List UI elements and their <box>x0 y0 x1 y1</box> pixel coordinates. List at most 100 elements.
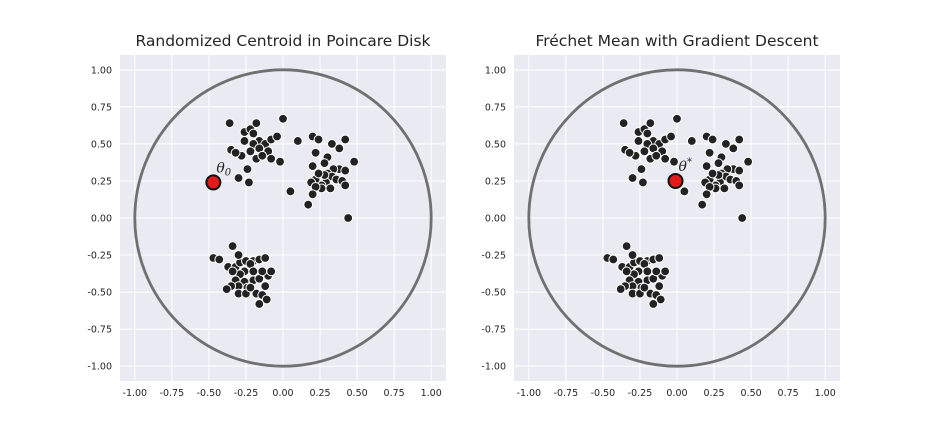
left-data-point-27 <box>340 134 351 145</box>
right-x-tick-label: 0.25 <box>703 388 724 399</box>
right-y-tick-label: -0.75 <box>481 325 506 336</box>
right-gridlines <box>514 55 840 381</box>
left-y-tick-label: -0.75 <box>87 325 112 336</box>
left-data-point-79 <box>266 266 277 277</box>
right-data-point-53 <box>701 189 712 200</box>
left-data-point-54 <box>303 199 314 210</box>
left-x-tick-label: -0.25 <box>234 388 259 399</box>
right-data-point-22 <box>638 177 648 188</box>
left-data-point-90 <box>261 294 272 305</box>
left-data-point-16 <box>230 147 241 158</box>
right-y-tick-label: 0.00 <box>485 214 506 225</box>
right-data-point-79 <box>660 266 671 277</box>
right-x-tick-label: 1.00 <box>815 388 836 399</box>
right-data-point-58 <box>608 254 619 265</box>
right-data-point-89 <box>654 281 665 292</box>
left-chart-title: Randomized Centroid in Poincare Disk <box>135 32 430 50</box>
left-data-point-0 <box>224 118 235 129</box>
left-y-tick-label: 0.75 <box>91 102 112 113</box>
left-data-point-59 <box>227 241 238 252</box>
right-data-point-7 <box>633 136 644 146</box>
left-x-tick-label: 0.00 <box>272 388 293 399</box>
left-data-point-50 <box>325 183 336 194</box>
left-data-point-67 <box>233 250 244 260</box>
right-x-tick-label: 0.00 <box>666 388 687 399</box>
right-data-point-66 <box>654 253 665 263</box>
left-x-tick-label: -0.50 <box>197 388 222 399</box>
right-y-tick-label: 1.00 <box>485 65 506 76</box>
left-y-tick-label: 1.00 <box>91 65 112 76</box>
left-data-point-47 <box>313 168 324 179</box>
right-data-point-29 <box>686 136 697 146</box>
right-data-point-59 <box>621 241 632 252</box>
left-data-point-91 <box>254 299 265 309</box>
left-y-tick-labels: -1.00 -0.75 -0.50 -0.25 0.00 0.25 0.50 0.75 1.00 <box>87 65 112 372</box>
left-data-point-56 <box>343 213 354 223</box>
left-chart-panel: θ0 Randomized Centroid in Poincare Disk … <box>87 32 446 399</box>
right-y-tick-label: 0.25 <box>485 176 506 187</box>
left-data-points <box>208 113 360 309</box>
left-data-point-83 <box>221 284 232 295</box>
left-data-point-53 <box>307 189 318 200</box>
right-data-point-37 <box>734 165 745 176</box>
right-data-point-56 <box>737 213 748 223</box>
right-data-point-67 <box>627 250 638 260</box>
right-y-tick-label: 0.50 <box>485 139 506 150</box>
right-x-tick-labels: -1.00 -0.75 -0.50 -0.25 0.00 0.25 0.50 0.75 1.00 <box>517 388 836 399</box>
left-data-point-31 <box>334 143 345 154</box>
right-x-tick-label: 0.75 <box>778 388 799 399</box>
left-data-point-49 <box>340 180 351 191</box>
left-y-tick-label: -0.50 <box>87 288 112 299</box>
left-data-point-22 <box>244 177 254 188</box>
right-data-point-10 <box>666 131 676 142</box>
left-data-point-26 <box>313 134 324 145</box>
left-data-point-24 <box>278 113 288 124</box>
left-x-tick-labels: -1.00 -0.75 -0.50 -0.25 0.00 0.25 0.50 0.75 1.00 <box>123 388 442 399</box>
left-centroid-marker <box>205 174 222 191</box>
left-data-point-20 <box>242 164 253 174</box>
right-data-point-16 <box>624 147 635 158</box>
left-data-point-71 <box>227 266 238 277</box>
left-data-point-34 <box>319 158 330 169</box>
left-poincare-boundary <box>133 68 433 368</box>
right-data-point-20 <box>636 164 647 174</box>
right-data-point-49 <box>734 180 745 191</box>
right-y-tick-label: -0.50 <box>481 288 506 299</box>
left-x-tick-label: 0.50 <box>347 388 368 399</box>
left-gridlines <box>120 55 446 381</box>
right-x-tick-label: -0.25 <box>628 388 653 399</box>
left-data-point-18 <box>266 153 277 164</box>
right-data-point-0 <box>618 118 629 129</box>
left-data-point-4 <box>248 128 259 139</box>
left-data-point-21 <box>233 173 244 183</box>
right-data-point-28 <box>721 139 731 149</box>
right-data-point-31 <box>728 143 739 154</box>
right-centroid-label: θ* <box>679 157 692 175</box>
right-data-point-34 <box>713 158 724 169</box>
left-x-tick-label: 0.25 <box>309 388 330 399</box>
left-data-point-58 <box>214 254 225 265</box>
right-data-point-71 <box>621 266 632 277</box>
left-data-point-89 <box>260 281 271 292</box>
left-x-tick-label: 0.75 <box>384 388 405 399</box>
left-data-point-35 <box>307 161 318 172</box>
right-poincare-boundary <box>527 68 827 368</box>
left-y-tick-label: -1.00 <box>87 362 112 373</box>
right-data-point-32 <box>743 156 754 167</box>
left-data-point-29 <box>292 136 303 146</box>
right-data-point-55 <box>679 186 690 197</box>
right-chart-title: Fréchet Mean with Gradient Descent <box>535 32 818 50</box>
right-data-point-90 <box>655 294 666 305</box>
left-y-tick-label: 0.50 <box>91 139 112 150</box>
right-data-point-83 <box>615 284 626 295</box>
left-data-point-3 <box>251 118 262 129</box>
right-y-tick-labels: -1.00 -0.75 -0.50 -0.25 0.00 0.25 0.50 0.75 1.00 <box>481 65 506 372</box>
left-data-point-77 <box>257 266 268 277</box>
left-y-tick-label: 0.25 <box>91 176 112 187</box>
left-y-tick-label: 0.00 <box>91 214 112 225</box>
right-data-point-21 <box>627 173 638 183</box>
left-centroid-label: θ0 <box>216 160 231 178</box>
right-data-point-23 <box>651 150 662 161</box>
right-data-point-78 <box>642 266 653 277</box>
left-data-point-28 <box>327 139 337 149</box>
